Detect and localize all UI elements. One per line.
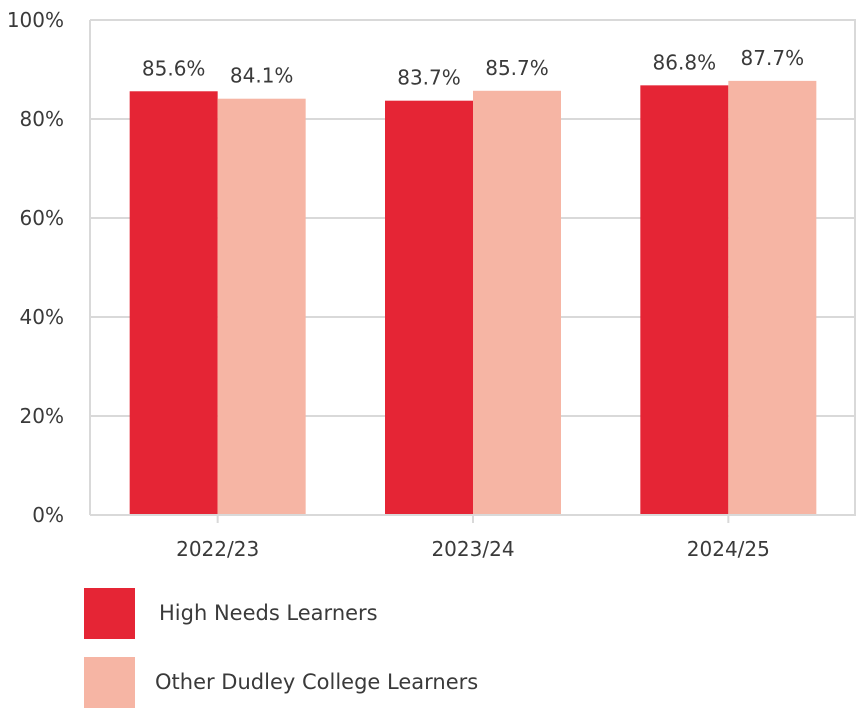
x-tick-label: 2024/25: [687, 537, 770, 561]
bar-other-learners-1: [473, 90, 561, 515]
y-tick-label: 100%: [7, 8, 64, 32]
legend-swatch: [84, 657, 135, 708]
bar-other-learners-0: [217, 98, 306, 515]
data-labels: 85.6% 84.1% 83.7% 85.7% 86.8% 87.7%: [142, 46, 804, 90]
data-label: 84.1%: [230, 64, 294, 88]
y-tick-label: 60%: [20, 206, 64, 230]
y-axis-ticks: 0% 20% 40% 60% 80% 100%: [7, 8, 64, 527]
y-tick-label: 40%: [20, 305, 64, 329]
legend: High Needs Learners Other Dudley College …: [84, 588, 478, 708]
y-tick-label: 80%: [20, 107, 64, 131]
x-tick-label: 2023/24: [431, 537, 514, 561]
x-tick-label: 2022/23: [176, 537, 259, 561]
data-label: 85.7%: [485, 56, 549, 80]
bar-other-learners-2: [728, 80, 817, 515]
legend-label: High Needs Learners: [159, 601, 378, 625]
data-label: 87.7%: [741, 46, 805, 70]
x-axis-ticks: 2022/23 2023/24 2024/25: [176, 515, 770, 561]
data-label: 83.7%: [397, 66, 461, 90]
y-tick-label: 20%: [20, 404, 64, 428]
bar-high-needs-0: [129, 91, 218, 515]
legend-label: Other Dudley College Learners: [155, 670, 478, 694]
y-tick-label: 0%: [32, 503, 64, 527]
data-label: 85.6%: [142, 56, 206, 80]
bar-high-needs-1: [385, 100, 473, 515]
bars: [129, 80, 817, 515]
bar-high-needs-2: [640, 85, 729, 515]
data-label: 86.8%: [653, 50, 717, 74]
legend-swatch: [84, 588, 135, 639]
